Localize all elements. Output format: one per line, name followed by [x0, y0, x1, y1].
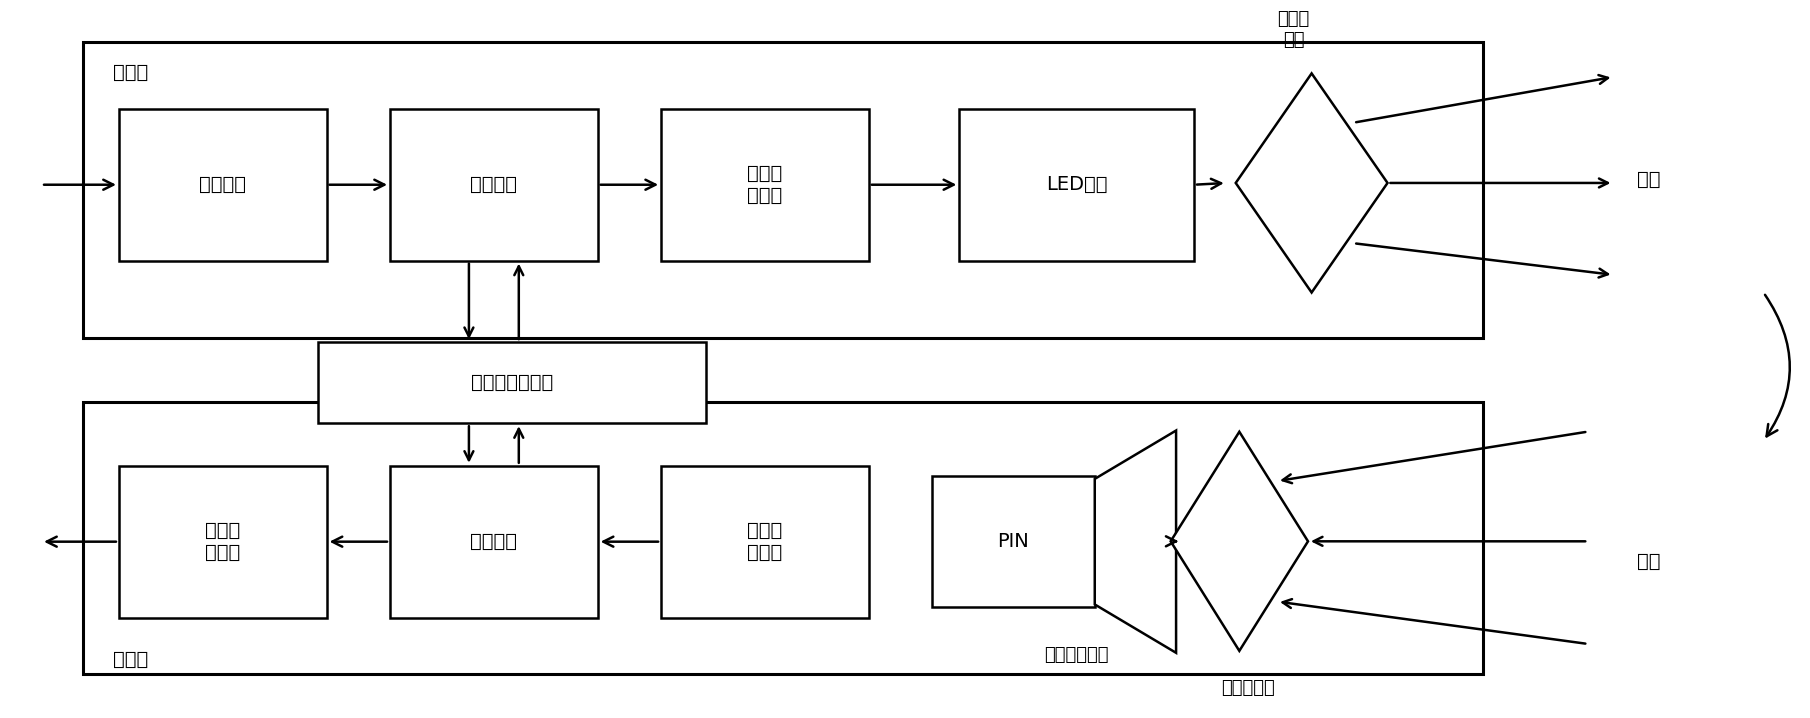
Bar — [661, 466, 869, 617]
Bar — [389, 466, 597, 617]
FancyArrowPatch shape — [1765, 295, 1790, 437]
Text: 自组网协议控制: 自组网协议控制 — [471, 373, 554, 392]
Text: 编码单元: 编码单元 — [471, 175, 518, 195]
Bar — [959, 108, 1195, 261]
Bar — [661, 108, 869, 261]
Text: LED单元: LED单元 — [1046, 175, 1108, 195]
Polygon shape — [1171, 432, 1309, 651]
Text: 透镜组
单元: 透镜组 单元 — [1278, 10, 1310, 49]
Text: 数据整
形单元: 数据整 形单元 — [205, 521, 241, 562]
Text: PIN: PIN — [997, 532, 1030, 551]
Polygon shape — [1095, 431, 1176, 653]
Text: 发送端: 发送端 — [114, 62, 148, 82]
Bar — [119, 108, 326, 261]
Polygon shape — [1236, 73, 1388, 292]
Bar — [317, 342, 706, 424]
Text: 光电探测单元: 光电探测单元 — [1044, 646, 1110, 664]
Text: 海水: 海水 — [1636, 551, 1660, 571]
Bar — [83, 402, 1484, 674]
Text: 采样单元: 采样单元 — [199, 175, 246, 195]
Bar — [932, 476, 1095, 607]
Text: 滤波放
大单元: 滤波放 大单元 — [748, 521, 782, 562]
Text: 光学集中器: 光学集中器 — [1222, 679, 1276, 697]
Text: 接收端: 接收端 — [114, 650, 148, 668]
Text: 解码单元: 解码单元 — [471, 532, 518, 551]
Bar — [389, 108, 597, 261]
Bar — [119, 466, 326, 617]
Text: 多级驱
动单元: 多级驱 动单元 — [748, 164, 782, 205]
Text: 海水: 海水 — [1636, 170, 1660, 189]
Bar — [83, 42, 1484, 338]
